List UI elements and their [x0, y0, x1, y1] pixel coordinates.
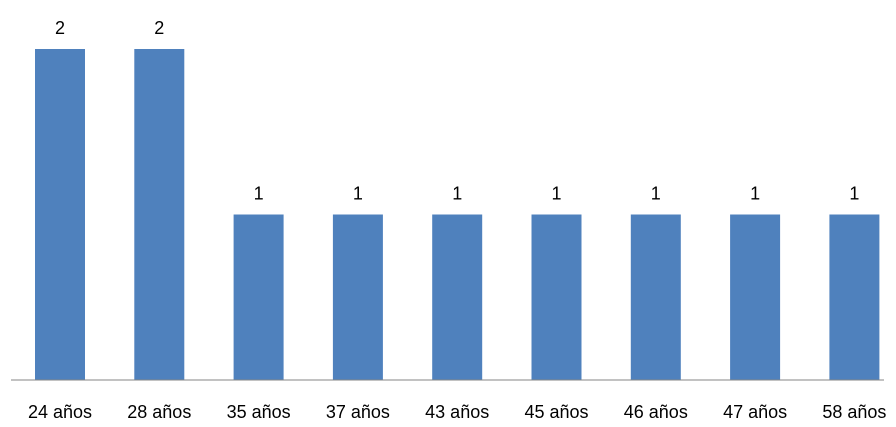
- data-label-1: 2: [55, 18, 65, 38]
- x-tick-label-6: 45 años: [524, 402, 588, 422]
- data-label-6: 1: [551, 184, 561, 204]
- x-tick-label-5: 43 años: [425, 402, 489, 422]
- bar-8: [730, 214, 781, 380]
- bar-9: [829, 214, 880, 380]
- x-tick-label-1: 24 años: [28, 402, 92, 422]
- bar-1: [35, 49, 85, 380]
- x-tick-label-3: 35 años: [227, 402, 291, 422]
- bar-3: [233, 214, 284, 380]
- bar-4: [332, 214, 383, 380]
- x-tick-label-2: 28 años: [127, 402, 191, 422]
- data-label-2: 2: [154, 18, 164, 38]
- bars-group: [35, 49, 880, 380]
- data-label-7: 1: [651, 184, 661, 204]
- x-tick-label-8: 47 años: [723, 402, 787, 422]
- data-label-4: 1: [353, 184, 363, 204]
- data-label-3: 1: [254, 184, 264, 204]
- x-tick-labels-group: 24 años 28 años 35 años 37 años 43 años 45 añ…: [28, 402, 886, 422]
- bar-5: [432, 214, 483, 380]
- data-label-9: 1: [849, 184, 859, 204]
- x-tick-label-7: 46 años: [624, 402, 688, 422]
- bar-2: [134, 49, 185, 380]
- data-label-5: 1: [452, 184, 462, 204]
- bar-7: [630, 214, 681, 380]
- data-label-8: 1: [750, 184, 760, 204]
- x-tick-label-9: 58 años: [822, 402, 886, 422]
- bar-6: [531, 214, 582, 380]
- x-tick-label-4: 37 años: [326, 402, 390, 422]
- data-labels-group: 2 2 1 1 1 1 1 1 1: [55, 18, 859, 204]
